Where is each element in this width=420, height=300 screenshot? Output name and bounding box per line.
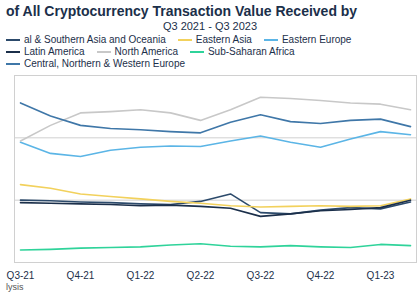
svg-text:Q1-22: Q1-22 [127,270,155,281]
html-text:North America: North America [114,46,178,57]
html-text:of All Cryptocurrency Transact: of All Cryptocurrency Transaction Value … [6,3,358,19]
html-text:Sub-Saharan Africa: Sub-Saharan Africa [208,46,295,57]
html-text:Eastern Asia: Eastern Asia [195,34,252,45]
svg-text:Q2-22: Q2-22 [187,270,215,281]
svg-text:Q3-21: Q3-21 [7,270,35,281]
svg-text:Q3-22: Q3-22 [247,270,275,281]
html-text:al & Southern Asia and Oceania: al & Southern Asia and Oceania [24,34,166,45]
svg-text:Q4-21: Q4-21 [67,270,95,281]
html-text:Q3 2021 - Q3 2023: Q3 2021 - Q3 2023 [162,20,258,32]
html-text:Eastern Europe: Eastern Europe [281,34,352,45]
html-text:Central, Northern & Western Eu: Central, Northern & Western Europe [24,58,185,69]
html-text:lysis: lysis [6,282,24,292]
html-text:Latin America: Latin America [24,46,85,57]
svg-text:Q1-23: Q1-23 [367,270,395,281]
svg-text:Q4-22: Q4-22 [307,270,335,281]
